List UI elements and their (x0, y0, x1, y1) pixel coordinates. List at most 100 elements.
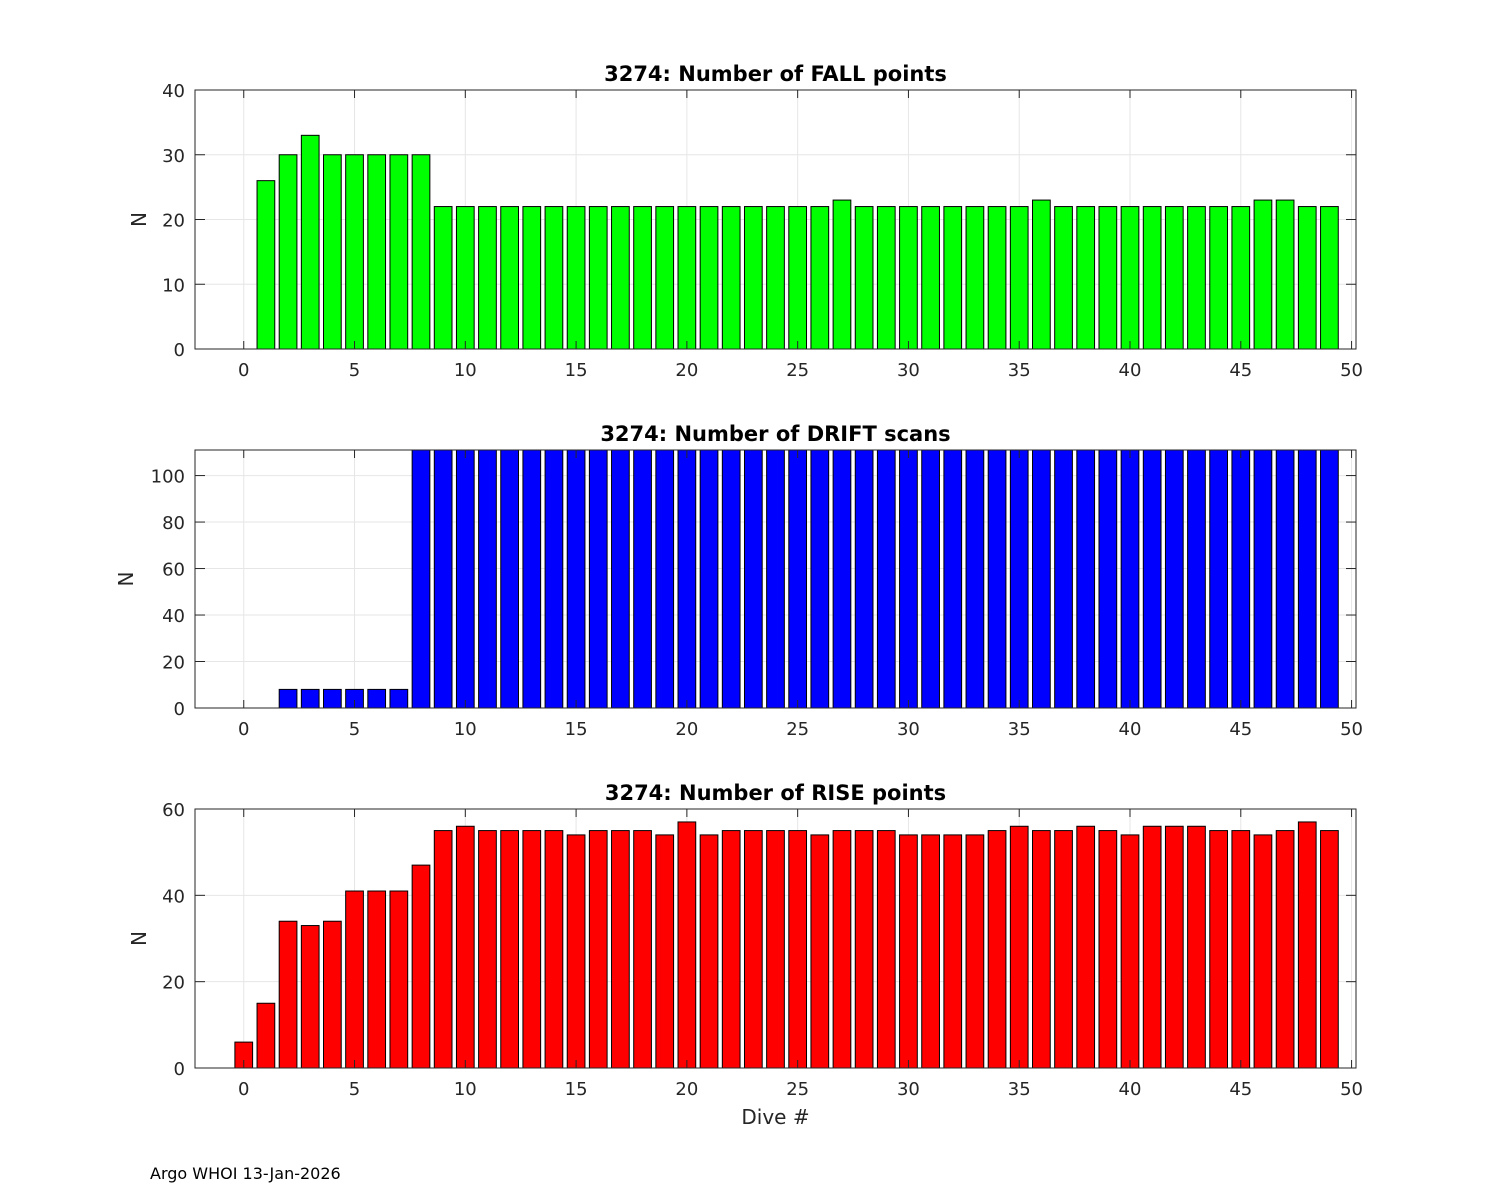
bar (411, 154, 431, 349)
bar (611, 830, 630, 1068)
x-tick-label: 35 (1008, 1079, 1031, 1100)
bar (810, 450, 830, 708)
bar (345, 890, 364, 1068)
bar (1231, 450, 1251, 708)
bar (1231, 206, 1251, 349)
bar (1320, 450, 1339, 708)
bar (854, 450, 874, 708)
y-tick-label: 60 (162, 560, 185, 581)
x-tick-label: 50 (1340, 1079, 1363, 1100)
x-tick-label: 10 (454, 719, 477, 740)
y-tick-label: 0 (174, 699, 185, 720)
bar (544, 206, 564, 349)
bar (544, 450, 564, 708)
bar (721, 830, 741, 1068)
y-tick-label: 20 (162, 653, 185, 674)
bar (1054, 450, 1073, 708)
bar (876, 206, 896, 349)
bar (1054, 206, 1073, 349)
bar (522, 206, 542, 349)
bar (478, 830, 497, 1068)
bar (433, 206, 453, 349)
bar (1320, 206, 1339, 349)
bar (278, 154, 298, 349)
y-tick-label: 60 (162, 800, 185, 821)
bar (544, 830, 564, 1068)
bar (1187, 206, 1206, 349)
x-tick-label: 0 (238, 360, 249, 381)
bar (1275, 199, 1295, 349)
bar (921, 834, 940, 1068)
x-tick-label: 25 (786, 360, 809, 381)
bars (234, 134, 1339, 349)
bar (699, 834, 719, 1068)
bar (876, 830, 896, 1068)
x-tick-label: 40 (1119, 360, 1142, 381)
bar (1142, 450, 1162, 708)
x-tick-label: 40 (1119, 1079, 1142, 1100)
x-tick-label: 35 (1008, 719, 1031, 740)
bar (256, 1002, 276, 1068)
bar (433, 830, 453, 1068)
x-tick-label: 45 (1229, 1079, 1252, 1100)
bar (1275, 830, 1295, 1068)
y-tick-label: 40 (162, 606, 185, 627)
bar (1297, 450, 1317, 708)
bar (921, 206, 940, 349)
bar (500, 206, 519, 349)
x-axis-label: Dive # (741, 1105, 809, 1129)
bar (788, 450, 808, 708)
bar (655, 450, 675, 708)
bar (677, 206, 697, 349)
bar (899, 206, 918, 349)
bar (1120, 206, 1140, 349)
bar (1187, 450, 1206, 708)
bar (323, 688, 342, 708)
bar (411, 864, 431, 1068)
bar (1275, 450, 1295, 708)
bar (766, 450, 785, 708)
bar (389, 890, 409, 1068)
bar (522, 830, 542, 1068)
bar (1076, 450, 1096, 708)
x-tick-label: 25 (786, 719, 809, 740)
bar (854, 830, 874, 1068)
bar (655, 834, 675, 1068)
bar (1098, 830, 1118, 1068)
x-tick-label: 10 (454, 1079, 477, 1100)
bar (367, 688, 387, 708)
bar (1076, 206, 1096, 349)
y-tick-label: 20 (162, 211, 185, 232)
bar (389, 154, 409, 349)
bar (478, 206, 497, 349)
bars (234, 821, 1339, 1068)
bar (478, 450, 497, 708)
y-tick-label: 0 (174, 1059, 185, 1080)
bar (411, 450, 431, 708)
y-tick-label: 0 (174, 340, 185, 361)
bar (1032, 830, 1051, 1068)
bar (588, 206, 608, 349)
bar (987, 206, 1007, 349)
bar (943, 834, 963, 1068)
bar (1098, 206, 1118, 349)
x-tick-label: 20 (675, 360, 698, 381)
bar (854, 206, 874, 349)
bar (987, 450, 1007, 708)
y-tick-label: 40 (162, 81, 185, 102)
bar (633, 206, 652, 349)
bar (500, 450, 519, 708)
bar (367, 154, 387, 349)
x-tick-label: 50 (1340, 360, 1363, 381)
bar (1032, 450, 1051, 708)
bar (1164, 825, 1184, 1068)
bar (588, 450, 608, 708)
x-tick-label: 0 (238, 1079, 249, 1100)
bar (699, 450, 719, 708)
bar (633, 830, 652, 1068)
bar (300, 134, 320, 349)
bar (433, 450, 453, 708)
x-tick-label: 20 (675, 1079, 698, 1100)
bar (921, 450, 940, 708)
bar (1320, 830, 1339, 1068)
